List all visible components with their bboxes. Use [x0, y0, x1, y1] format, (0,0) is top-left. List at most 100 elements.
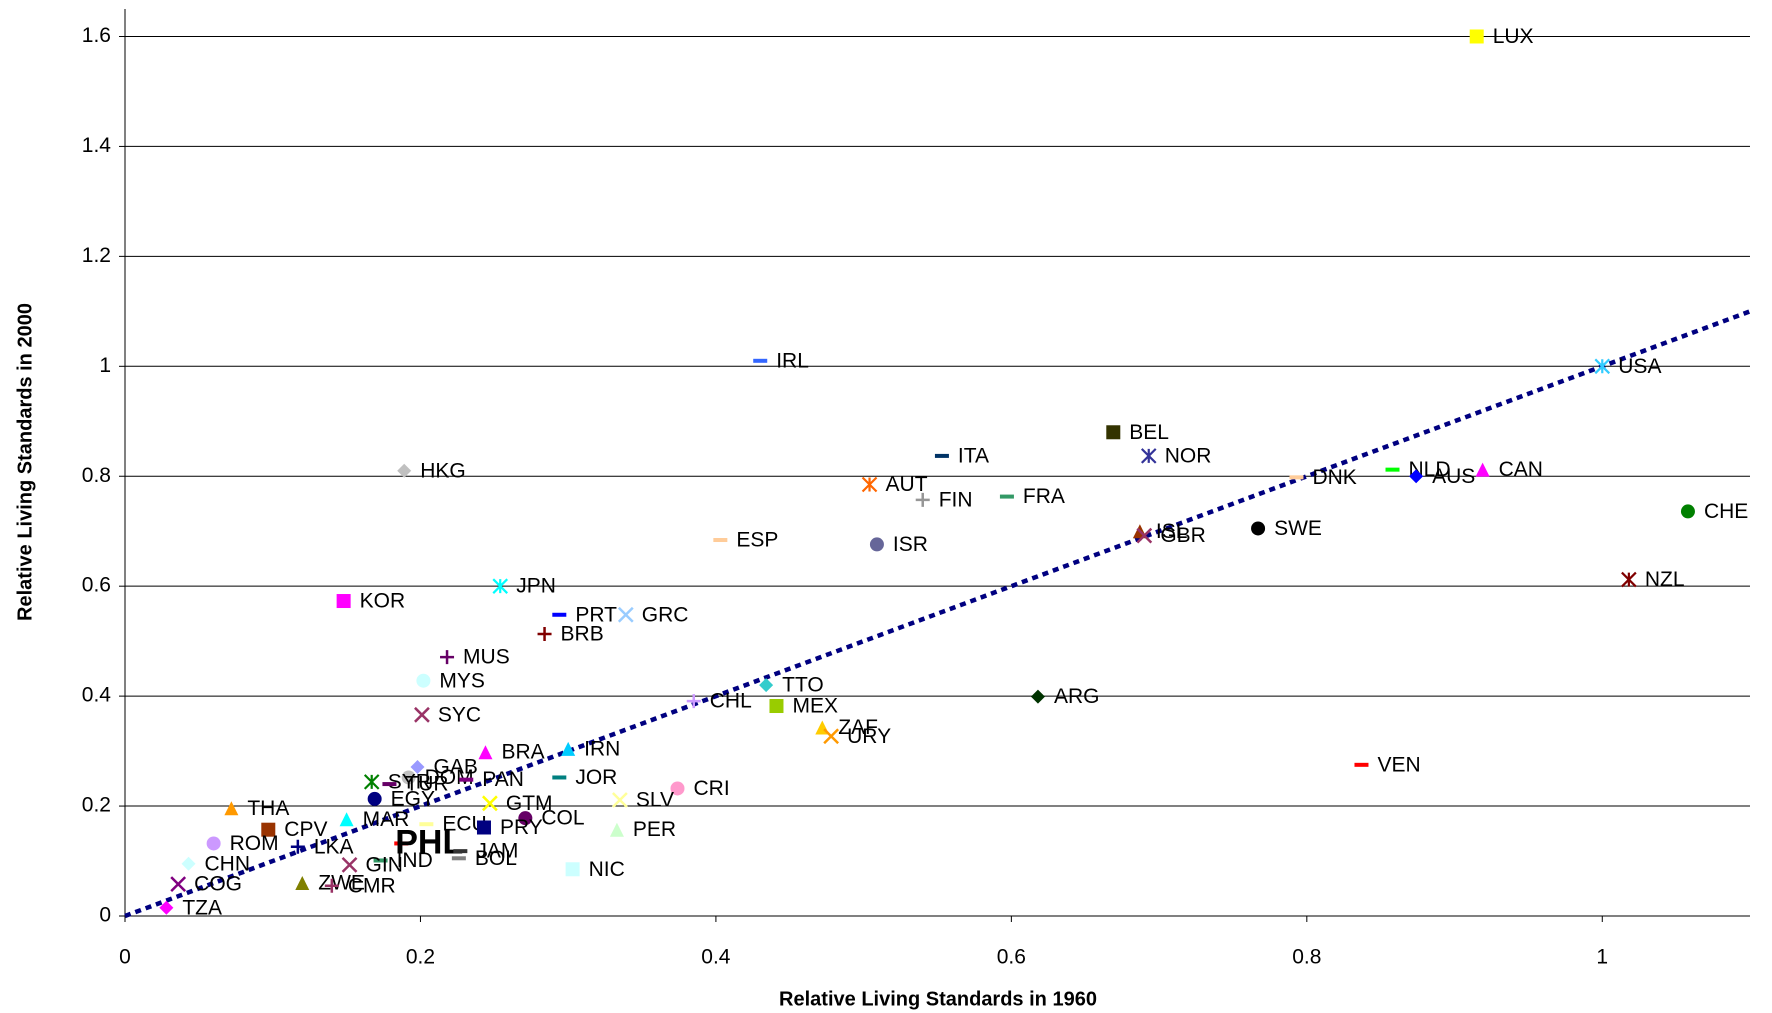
point-label: SWE — [1274, 517, 1322, 540]
point — [367, 791, 382, 806]
y-tick-label: 0.2 — [82, 794, 111, 817]
point — [295, 876, 310, 891]
y-tick-label: 0 — [99, 904, 111, 927]
point — [181, 856, 196, 871]
point — [999, 494, 1014, 499]
point — [324, 878, 339, 893]
point — [1594, 358, 1611, 375]
point-label: PRY — [500, 816, 543, 839]
x-tick-label: 0.6 — [997, 946, 1026, 969]
point — [1680, 504, 1695, 519]
point-label: SYC — [438, 703, 481, 726]
y-tick-label: 1.6 — [82, 24, 111, 47]
point-label: GBR — [1160, 524, 1206, 547]
point-label: PAN — [482, 768, 524, 791]
point — [861, 476, 878, 493]
point-label: MEX — [792, 695, 838, 718]
point — [224, 801, 239, 816]
point-label: TUR — [405, 773, 448, 796]
point — [612, 792, 628, 808]
point — [1030, 689, 1045, 704]
point — [934, 453, 949, 458]
point-label: ARG — [1054, 685, 1100, 708]
point — [552, 775, 567, 780]
point — [339, 812, 354, 827]
x-tick-label: 0.2 — [406, 946, 435, 969]
point — [440, 650, 455, 665]
point-label: BRB — [561, 623, 604, 646]
point — [341, 856, 358, 873]
point — [482, 795, 498, 812]
point — [759, 678, 774, 693]
point — [416, 673, 431, 688]
point-label: KOR — [360, 590, 406, 613]
point — [373, 858, 388, 863]
point — [363, 774, 380, 790]
y-tick-label: 0.6 — [82, 574, 111, 597]
point — [336, 594, 351, 609]
point-label: JAM — [476, 840, 518, 863]
point — [478, 745, 493, 760]
point-label: NOR — [1165, 444, 1212, 467]
point-label: EGY — [391, 787, 435, 810]
y-axis-title: Relative Living Standards in 2000 — [14, 303, 36, 621]
point-label: NZL — [1645, 568, 1685, 591]
point-label: GIN — [366, 853, 403, 876]
point — [401, 770, 416, 785]
point-label: FIN — [939, 488, 973, 511]
point — [769, 699, 784, 714]
point — [753, 358, 768, 363]
x-axis-title: Relative Living Standards in 1960 — [779, 988, 1097, 1010]
point-label: ZAF — [838, 716, 878, 739]
point — [565, 862, 580, 877]
point-label: URY — [847, 725, 891, 748]
point — [686, 694, 701, 709]
point — [823, 728, 840, 745]
point-label: GTM — [506, 792, 553, 815]
point-label: ITA — [958, 444, 989, 467]
point-label: ROM — [230, 832, 279, 855]
point-label: TZA — [182, 896, 222, 919]
point-label: BEL — [1129, 421, 1169, 444]
point-label: LKA — [314, 835, 354, 858]
point-label: CMR — [348, 874, 396, 897]
point — [670, 781, 685, 796]
point — [206, 836, 221, 851]
point — [1354, 762, 1369, 767]
point — [1409, 469, 1424, 484]
point — [453, 849, 468, 854]
point-label: CPV — [284, 818, 327, 841]
point-label: AUS — [1432, 465, 1475, 488]
y-tick-label: 0.8 — [82, 464, 111, 487]
point — [476, 820, 491, 835]
x-tick-label: 0.4 — [701, 946, 731, 969]
point — [552, 612, 567, 617]
point-label: THA — [247, 797, 289, 820]
point-label: COG — [194, 873, 242, 896]
point-label: GAB — [434, 756, 478, 779]
y-tick-label: 1 — [99, 354, 111, 377]
point-label: CRI — [694, 777, 730, 800]
x-tick-label: 1 — [1596, 946, 1608, 969]
point — [1251, 521, 1266, 536]
point-label: CHE — [1704, 500, 1748, 523]
point — [561, 741, 576, 756]
y-tick-label: 1.4 — [82, 134, 112, 157]
point-label: DNK — [1312, 466, 1356, 489]
point-label: ZWE — [318, 872, 365, 895]
point — [518, 811, 533, 826]
point — [394, 841, 409, 846]
point-label: ECU — [442, 813, 486, 836]
point-label: AUT — [886, 473, 928, 496]
point-label: PER — [633, 818, 676, 841]
point-label: USA — [1618, 355, 1661, 378]
x-tick-label: 0.8 — [1292, 946, 1321, 969]
point-label: MYS — [439, 669, 485, 692]
point — [1289, 475, 1304, 480]
point-label: CHL — [710, 690, 752, 713]
point-label: SYR — [388, 770, 431, 793]
point — [410, 760, 425, 775]
point-label: CHN — [205, 852, 251, 875]
point — [170, 876, 187, 893]
point — [537, 627, 552, 642]
